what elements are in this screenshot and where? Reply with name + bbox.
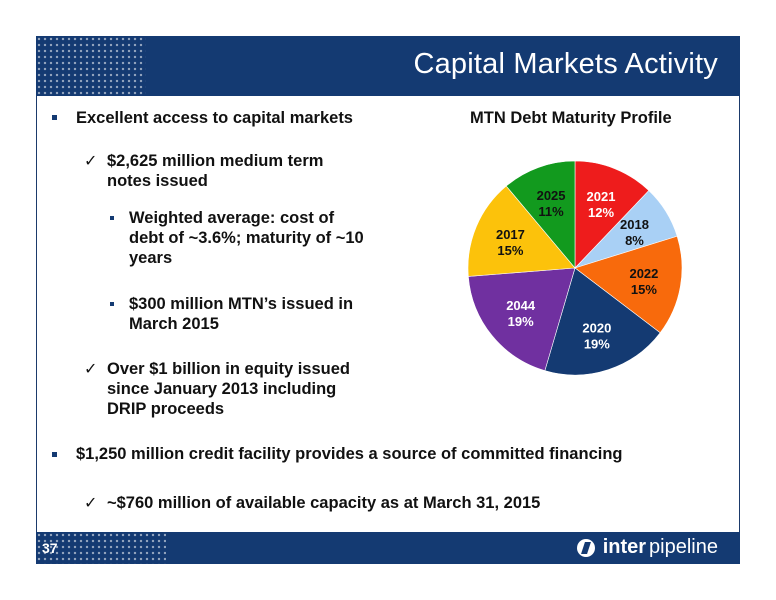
bullet-line: Over $1 billion in equity issued [107,360,350,378]
bullet-line: DRIP proceeds [107,400,225,418]
bullet-line: March 2015 [129,315,219,333]
check-icon: ✓ [84,361,98,378]
pie-slice-2021 [574,160,650,269]
footer-bar: 37 inter pipeline [36,532,740,564]
pie-slice-2022 [574,235,683,334]
slice-percent-label: 12% [588,205,614,220]
slice-percent-label: 19% [584,337,610,352]
square-bullet-icon [110,302,114,306]
bullet-line: since January 2013 including [107,380,337,398]
slice-year-label: 2022 [629,266,658,281]
bullet-line: $300 million MTN’s issued in [129,295,354,313]
logo-text-regular: pipeline [649,536,718,558]
pie-slice-2017 [467,185,576,277]
bullet-capital-access: Excellent access to capital markets [76,109,353,127]
slice-year-label: 2021 [587,189,616,204]
pie-slice-2025 [505,160,576,269]
check-icon: ✓ [84,495,98,512]
bullet-line: Weighted average: cost of [129,209,335,227]
maturity-pie-chart: 202112%20188%202215%202019%204419%201715… [467,160,683,376]
slice-year-label: 2018 [620,217,649,232]
slice-percent-label: 11% [538,204,564,219]
footer-dot-pattern [36,532,166,564]
bullet-line: notes issued [107,172,208,190]
square-bullet-icon [52,452,57,457]
bullet-available-capacity: ~$760 million of available capacity as a… [107,494,541,512]
square-bullet-icon [52,115,57,120]
header-bar: Capital Markets Activity [36,36,740,96]
bullet-line: years [129,249,173,267]
slice-year-label: 2044 [506,298,536,313]
check-icon: ✓ [84,153,98,170]
logo-text-bold: inter [602,536,647,558]
bullet-mtn-march-2015: $300 million MTN’s issued in March 2015 [129,294,353,334]
square-bullet-icon [110,216,114,220]
bullet-line: $2,625 million medium term [107,152,324,170]
slice-year-label: 2025 [537,188,566,203]
company-logo: inter pipeline [576,536,718,559]
bullet-weighted-average: Weighted average: cost of debt of ~3.6%;… [129,208,364,268]
chart-title: MTN Debt Maturity Profile [470,109,672,127]
slide-title: Capital Markets Activity [413,48,718,80]
bullet-equity-issued: Over $1 billion in equity issued since J… [107,359,350,419]
slice-percent-label: 15% [497,243,523,258]
pie-slice-2020 [544,267,661,376]
bullet-line: debt of ~3.6%; maturity of ~10 [129,229,364,247]
header-dot-pattern [36,36,146,96]
slice-percent-label: 19% [508,314,534,329]
bullet-credit-facility: $1,250 million credit facility provides … [76,445,623,463]
slice-year-label: 2020 [582,321,611,336]
slice-percent-label: 15% [631,282,657,297]
page-number: 37 [42,540,58,556]
bullet-mtn-issued: $2,625 million medium term notes issued [107,151,323,191]
slice-year-label: 2017 [496,227,525,242]
logo-mark-icon [576,538,595,557]
slice-percent-label: 8% [625,233,644,248]
pie-slice-2044 [468,267,576,372]
